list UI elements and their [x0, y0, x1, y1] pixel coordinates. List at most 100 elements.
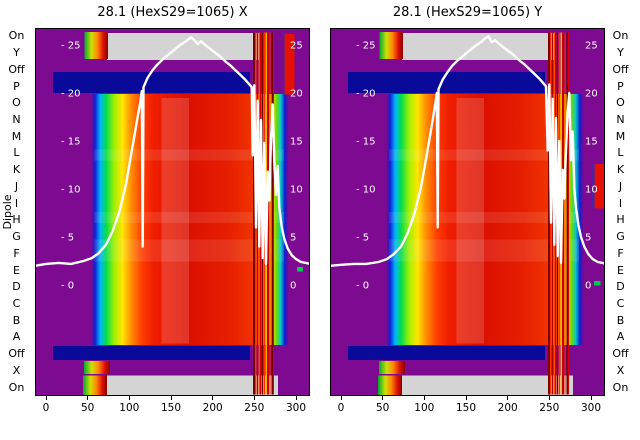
row-label: H [12, 213, 21, 227]
row-label: H [616, 213, 625, 227]
row-label: L [13, 146, 20, 160]
x-tick-mark [87, 396, 89, 400]
overlay-tick-right: 10 [290, 185, 303, 196]
x-tick-label: 50 [376, 402, 390, 414]
row-label: O [616, 96, 625, 110]
overlay-tick-left: - 15 [61, 137, 81, 148]
profile-line [329, 35, 607, 268]
overlay-tick-right: 0 [290, 281, 296, 292]
row-label: E [617, 263, 624, 277]
x-tick-mark [465, 396, 467, 400]
row-label: Y [13, 46, 20, 60]
row-label: A [616, 330, 625, 344]
row-label: F [617, 246, 624, 260]
row-label: N [12, 113, 21, 126]
x-tick-label: 250 [539, 402, 560, 414]
x-tick-mark [295, 396, 297, 400]
x-tick-mark [548, 396, 550, 400]
x-tick-label: 300 [580, 402, 602, 414]
overlay-tick-right: 15 [290, 137, 303, 148]
row-label: Off [612, 62, 629, 76]
row-label: J [618, 179, 623, 193]
row-label: L [617, 146, 624, 160]
panel-frame [330, 28, 605, 396]
overlay-tick-right: 25 [585, 41, 598, 52]
overlay-tick-left: - 25 [356, 41, 376, 52]
row-label: A [12, 330, 21, 344]
row-label: J [14, 179, 19, 193]
overlay-tick-right: 10 [585, 185, 598, 196]
overlay-tick-right: 0 [585, 281, 591, 292]
row-label: G [12, 230, 21, 244]
row-labels-left: On Y Off P O N M L K J I H G F E D C B A Off X On [0, 0, 33, 440]
x-tick-label: 200 [202, 402, 223, 414]
overlay-tick-right: 25 [290, 41, 303, 52]
row-label: C [616, 297, 625, 310]
row-label: N [616, 113, 625, 126]
overlay-tick-left: - 10 [61, 185, 81, 196]
row-label: On [8, 29, 25, 43]
row-label: O [12, 96, 21, 110]
x-tick-label: 250 [244, 402, 265, 414]
overlay-tick-left: - 20 [61, 89, 81, 100]
overlay-tick-left: - 5 [356, 233, 369, 244]
x-tick-mark [170, 396, 172, 400]
x-tick-label: 50 [81, 402, 95, 414]
row-label: B [12, 313, 21, 327]
row-label: F [13, 246, 20, 260]
overlay-tick-left: - 5 [61, 233, 74, 244]
x-tick-mark [382, 396, 384, 400]
overlay-tick-right: 20 [290, 89, 303, 100]
row-label: P [617, 79, 624, 93]
row-labels-right: On Y Off P O N M L K J I H G F E D C B A Off X On [604, 0, 637, 440]
x-tick-mark [423, 396, 425, 400]
x-tick-label: 100 [414, 402, 435, 414]
heatmap-svg-y: - 25 25 - 20 20 - 15 15 - 10 10 - 5 5 - 0 0 [329, 28, 607, 396]
row-label: K [12, 163, 21, 177]
row-label: D [12, 280, 21, 294]
row-label: Off [8, 347, 25, 361]
x-tick-label: 200 [497, 402, 518, 414]
row-label: E [13, 263, 20, 277]
x-tick-mark [340, 396, 342, 400]
row-label: On [612, 29, 629, 43]
x-tick-mark [212, 396, 214, 400]
row-label: M [11, 129, 22, 143]
overlay-tick-left: - 20 [356, 89, 376, 100]
overlay-tick-right: 15 [585, 137, 598, 148]
row-label: On [612, 380, 629, 394]
row-label: Off [8, 62, 25, 76]
row-label: I [14, 196, 19, 210]
edge-patches [592, 164, 605, 286]
row-label: On [8, 380, 25, 394]
overlay-tick-left: - 25 [61, 41, 81, 52]
x-tick-mark [253, 396, 255, 400]
heatmap-panel-y: - 25 25 - 20 20 - 15 15 - 10 10 - 5 5 - 0 0 [329, 28, 607, 396]
row-label: Y [617, 46, 624, 60]
x-tick-mark [507, 396, 509, 400]
row-label: D [616, 280, 625, 294]
x-tick-label: 0 [42, 402, 50, 414]
heatmap-svg-x: - 25 25 - 20 20 - 15 15 - 10 10 - 5 5 - 0 0 [34, 28, 312, 396]
x-tick-mark [45, 396, 47, 400]
overlay-tick-right: 20 [585, 89, 598, 100]
overlay-tick-right: 5 [585, 233, 591, 244]
row-label: B [616, 313, 625, 327]
panel-frame [35, 28, 310, 396]
row-label: X [12, 363, 21, 377]
row-label: I [618, 196, 623, 210]
x-tick-label: 150 [455, 402, 477, 414]
edge-patches [283, 33, 304, 272]
x-tick-label: 0 [337, 402, 345, 414]
x-tick-mark [590, 396, 592, 400]
overlay-tick-left: - 0 [356, 281, 369, 292]
x-tick-label: 150 [160, 402, 182, 414]
x-tick-mark [128, 396, 130, 400]
overlay-axis-ticks: - 25 25 - 20 20 - 15 15 - 10 10 - 5 5 - 0 0 [61, 41, 303, 292]
overlay-tick-right: 5 [290, 233, 296, 244]
row-label: Off [612, 347, 629, 361]
row-label: C [12, 297, 21, 310]
overlay-tick-left: - 0 [61, 281, 74, 292]
overlay-axis-ticks: - 25 25 - 20 20 - 15 15 - 10 10 - 5 5 - 0 0 [356, 41, 598, 292]
